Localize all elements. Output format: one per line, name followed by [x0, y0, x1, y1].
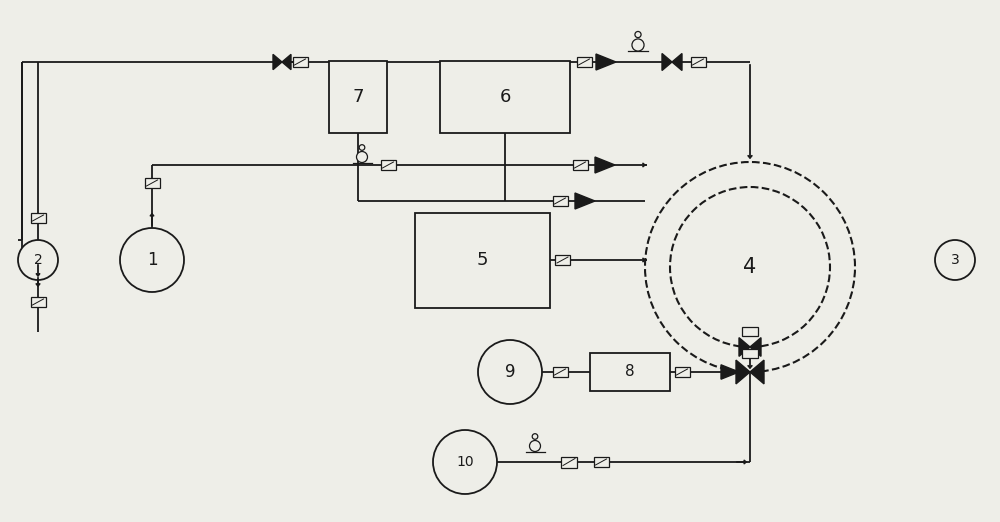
Bar [594, 457, 608, 467]
Text: 7: 7 [352, 88, 364, 106]
Circle shape [632, 39, 644, 51]
Bar [329, 61, 387, 133]
Bar [415, 212, 550, 307]
Bar [552, 367, 568, 377]
Bar [576, 57, 592, 67]
Polygon shape [736, 360, 750, 384]
Circle shape [356, 151, 368, 162]
Bar [292, 57, 308, 67]
Bar [555, 255, 570, 265]
Polygon shape [273, 54, 282, 69]
Circle shape [530, 441, 540, 452]
Bar [440, 61, 570, 133]
Bar [30, 297, 46, 307]
Polygon shape [282, 54, 291, 69]
Polygon shape [662, 53, 672, 70]
Circle shape [18, 240, 58, 280]
Text: 3: 3 [951, 253, 959, 267]
Text: 1: 1 [147, 251, 157, 269]
Text: 4: 4 [743, 257, 757, 277]
Circle shape [120, 228, 184, 292]
Bar [572, 160, 588, 170]
Bar [742, 327, 758, 336]
Bar [742, 349, 758, 358]
Bar [674, 367, 690, 377]
Polygon shape [595, 157, 615, 173]
Bar [552, 196, 568, 206]
Circle shape [532, 434, 538, 440]
Text: 2: 2 [34, 253, 42, 267]
Text: 9: 9 [505, 363, 515, 381]
Polygon shape [596, 54, 616, 70]
Bar [144, 178, 160, 188]
Circle shape [478, 340, 542, 404]
Bar [30, 213, 46, 223]
Circle shape [433, 430, 497, 494]
Text: 8: 8 [625, 364, 635, 379]
Circle shape [670, 187, 830, 347]
Circle shape [359, 145, 365, 150]
Polygon shape [750, 338, 761, 357]
Circle shape [935, 240, 975, 280]
Polygon shape [739, 338, 750, 357]
Text: 10: 10 [456, 455, 474, 469]
Text: 6: 6 [499, 88, 511, 106]
Bar [690, 57, 706, 67]
Polygon shape [721, 365, 739, 379]
Text: 5: 5 [476, 251, 488, 269]
Bar [590, 353, 670, 391]
Circle shape [645, 162, 855, 372]
Polygon shape [575, 193, 595, 209]
Circle shape [635, 31, 641, 38]
Polygon shape [672, 53, 682, 70]
Bar [380, 160, 396, 170]
Bar [561, 457, 577, 468]
Polygon shape [750, 360, 764, 384]
